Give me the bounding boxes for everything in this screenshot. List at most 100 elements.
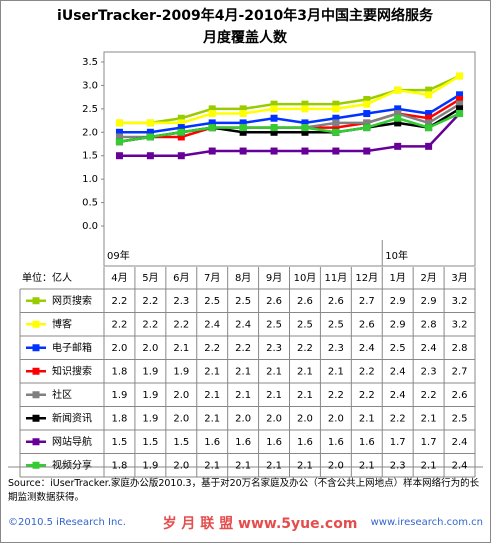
x-tick-label: 6月 <box>173 272 189 284</box>
table-value: 2.1 <box>266 460 282 471</box>
point <box>270 105 278 113</box>
table-value: 2.1 <box>235 460 251 471</box>
table-value: 2.0 <box>142 343 158 354</box>
table-value: 2.6 <box>266 296 282 307</box>
table-value: 2.6 <box>328 296 344 307</box>
table-value: 2.3 <box>328 343 344 354</box>
point <box>208 110 216 118</box>
y-tick-label: 2.5 <box>82 104 98 115</box>
point <box>425 119 433 127</box>
point <box>208 105 216 113</box>
point <box>115 133 123 141</box>
table-value: 2.1 <box>204 366 220 377</box>
point <box>239 110 247 118</box>
x-tick-label: 2月 <box>420 272 436 284</box>
point <box>208 147 216 155</box>
table-value: 2.5 <box>328 319 344 330</box>
table-value: 2.2 <box>173 319 189 330</box>
table-value: 2.5 <box>235 296 251 307</box>
watermark: 岁 月 联 盟 www.5yue.com <box>163 515 358 532</box>
table-value: 3.2 <box>452 296 468 307</box>
table-value: 2.1 <box>359 460 375 471</box>
table-value: 2.4 <box>452 460 468 471</box>
point <box>239 119 247 127</box>
legend-label: 博客 <box>52 317 72 330</box>
point <box>270 147 278 155</box>
table-value: 2.6 <box>359 319 375 330</box>
table-value: 1.6 <box>297 437 313 448</box>
x-tick-label: 5月 <box>142 272 158 284</box>
table-value: 1.6 <box>266 437 282 448</box>
legend-marker <box>32 414 40 422</box>
table-value: 2.1 <box>266 366 282 377</box>
table-value: 2.0 <box>173 460 189 471</box>
point <box>332 147 340 155</box>
point <box>301 119 309 127</box>
x-tick-label: 10月 <box>294 272 317 284</box>
table-value: 1.9 <box>142 366 158 377</box>
table-value: 2.2 <box>204 343 220 354</box>
table-value: 2.3 <box>266 343 282 354</box>
y-tick-label: 3.0 <box>82 80 98 91</box>
y-tick-label: 1.5 <box>82 151 98 162</box>
table-value: 1.6 <box>359 437 375 448</box>
legend-label: 新闻资讯 <box>52 411 92 424</box>
table-value: 1.9 <box>173 366 189 377</box>
table-value: 1.9 <box>142 390 158 401</box>
point <box>394 142 402 150</box>
legend-label: 视频分享 <box>52 458 92 471</box>
table-value: 2.4 <box>390 366 406 377</box>
table-value: 2.1 <box>328 366 344 377</box>
table-value: 2.1 <box>297 366 313 377</box>
point <box>394 110 402 118</box>
table-value: 2.0 <box>328 460 344 471</box>
point <box>332 105 340 113</box>
point <box>332 114 340 122</box>
legend-label: 社区 <box>52 388 72 401</box>
table-value: 2.0 <box>173 413 189 424</box>
unit-label: 单位：亿人 <box>22 271 72 284</box>
x-tick-label: 8月 <box>235 272 251 284</box>
point <box>363 95 371 103</box>
point <box>146 119 154 127</box>
legend-marker <box>32 461 40 469</box>
chart-title: iUserTracker-2009年4月-2010年3月中国主要网络服务 <box>57 7 434 24</box>
point <box>270 100 278 108</box>
point <box>301 105 309 113</box>
point <box>363 147 371 155</box>
table-value: 2.6 <box>297 296 313 307</box>
table-value: 2.4 <box>204 319 220 330</box>
table-value: 2.1 <box>235 390 251 401</box>
table-value: 2.1 <box>173 343 189 354</box>
point <box>115 138 123 146</box>
series-line <box>119 74 461 125</box>
table-value: 2.0 <box>266 413 282 424</box>
legend-marker <box>32 391 40 399</box>
x-tick-label: 11月 <box>325 272 348 284</box>
y-tick-label: 0.0 <box>82 221 98 232</box>
y-tick-label: 2.0 <box>82 127 98 138</box>
point <box>208 124 216 132</box>
legend-marker <box>32 367 40 375</box>
point <box>177 119 185 127</box>
plot-frame <box>103 51 476 267</box>
table-value: 2.3 <box>421 366 437 377</box>
table-value: 1.5 <box>142 437 158 448</box>
year-label: 09年 <box>107 249 130 262</box>
table-value: 2.2 <box>359 390 375 401</box>
table-value: 2.3 <box>390 460 406 471</box>
table-value: 2.1 <box>359 413 375 424</box>
table-value: 1.6 <box>235 437 251 448</box>
table-value: 2.1 <box>204 413 220 424</box>
table-value: 2.9 <box>421 296 437 307</box>
point <box>394 105 402 113</box>
point <box>332 128 340 136</box>
table-value: 1.9 <box>112 390 128 401</box>
table-value: 1.7 <box>390 437 406 448</box>
table-value: 2.7 <box>359 296 375 307</box>
table-value: 2.2 <box>112 319 128 330</box>
table-value: 2.2 <box>359 366 375 377</box>
point <box>332 119 340 127</box>
x-tick-label: 1月 <box>390 272 406 284</box>
point <box>301 147 309 155</box>
